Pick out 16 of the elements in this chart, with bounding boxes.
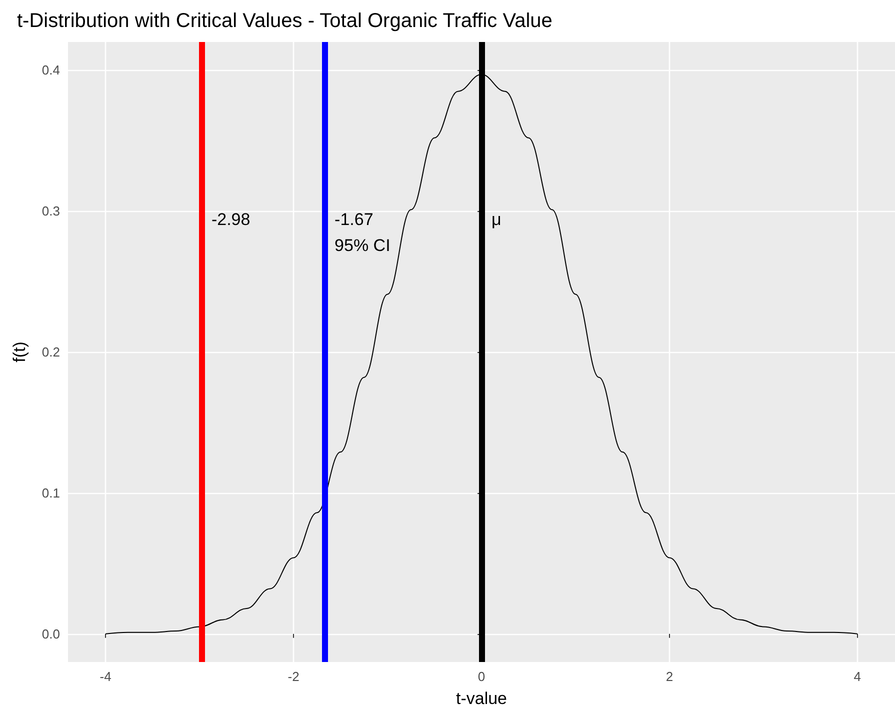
x-tick-label: 2 (666, 669, 674, 684)
ref-line-label: -2.98 (211, 210, 250, 229)
y-tick-label: 0.3 (42, 204, 60, 219)
x-tick-label: 0 (478, 669, 486, 684)
chart-title: t-Distribution with Critical Values - Total Organic Traffic Value (17, 10, 552, 32)
x-tick-label: -4 (100, 669, 112, 684)
x-tick-label: 4 (854, 669, 862, 684)
x-axis-title: t-value (456, 689, 508, 708)
y-tick-label: 0.2 (42, 344, 60, 360)
y-tick-label: 0.1 (42, 485, 60, 500)
ref-line-label: μ (492, 210, 502, 229)
y-axis-title: f(t) (10, 342, 29, 362)
x-tick-label: -2 (288, 669, 300, 684)
y-tick-label: 0.0 (42, 626, 60, 642)
ref-line-label: -1.67 95% CI (334, 210, 390, 255)
y-tick-label: 0.4 (42, 62, 60, 78)
